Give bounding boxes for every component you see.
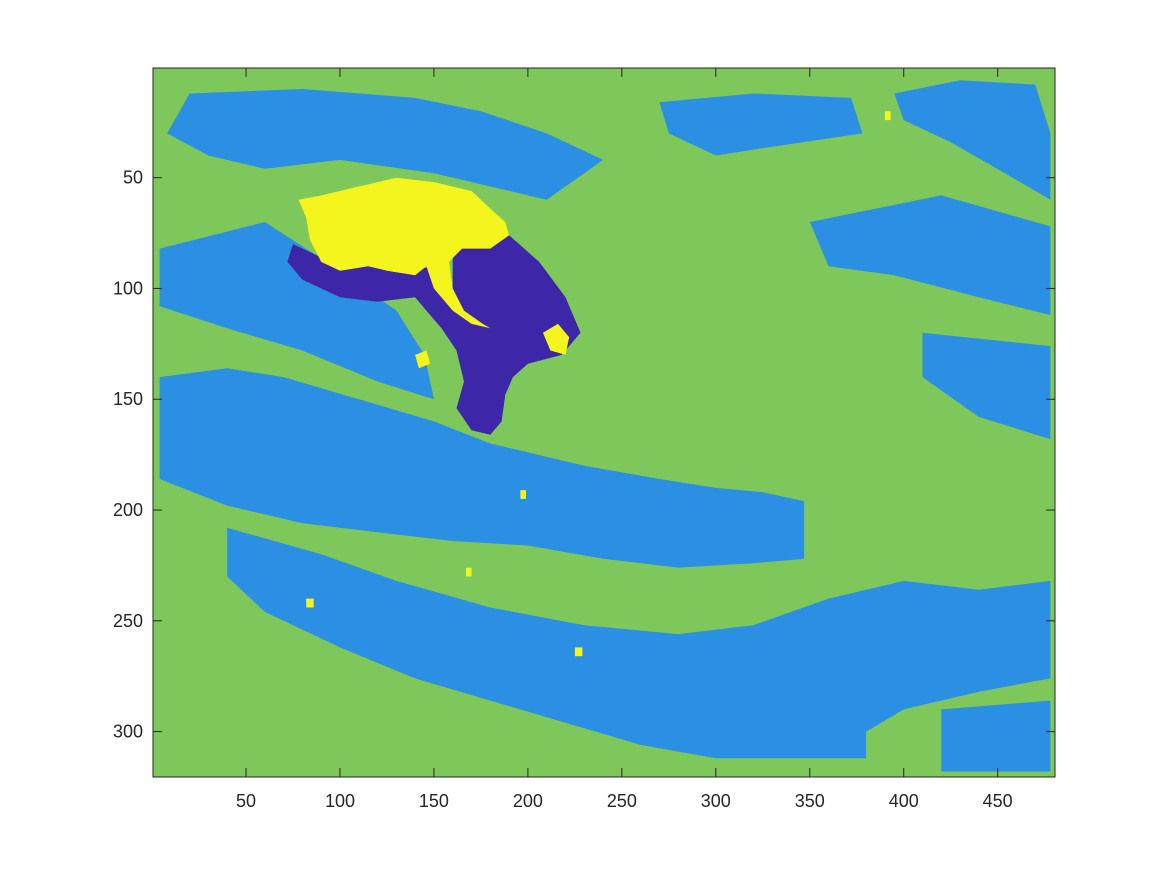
x-tick-label-50: 50 bbox=[236, 791, 256, 811]
y-tick-label-250: 250 bbox=[113, 611, 143, 631]
y-tick-label-300: 300 bbox=[113, 722, 143, 742]
region-class-2-2 bbox=[894, 80, 1051, 200]
x-tick-label-400: 400 bbox=[889, 791, 919, 811]
x-tick-label-450: 450 bbox=[983, 791, 1013, 811]
region-class-2-3 bbox=[809, 195, 1051, 315]
region-class-4-13 bbox=[520, 490, 526, 499]
y-tick-label-200: 200 bbox=[113, 500, 143, 520]
x-tick-label-250: 250 bbox=[607, 791, 637, 811]
region-class-4-10 bbox=[298, 177, 510, 329]
y-tick-label-100: 100 bbox=[113, 278, 143, 298]
plot-area bbox=[152, 67, 1056, 778]
x-tick-label-100: 100 bbox=[325, 791, 355, 811]
region-class-2-4 bbox=[922, 332, 1051, 440]
x-tick-label-350: 350 bbox=[795, 791, 825, 811]
plot-border bbox=[152, 67, 1056, 778]
region-class-4-17 bbox=[306, 598, 314, 608]
region-class-2-0 bbox=[167, 89, 604, 200]
region-class-2-6 bbox=[159, 368, 805, 568]
region-class-2-8 bbox=[941, 700, 1051, 772]
region-class-1-9 bbox=[287, 235, 581, 435]
y-tick-label-50: 50 bbox=[123, 168, 143, 188]
x-axis: 50 100 150 200 250 300 350 400 450 bbox=[236, 68, 1013, 811]
region-class-2-7 bbox=[227, 527, 1051, 759]
y-tick-label-150: 150 bbox=[113, 389, 143, 409]
region-class-4-14 bbox=[465, 567, 472, 577]
region-class-2-1 bbox=[659, 93, 863, 156]
region-class-4-15 bbox=[574, 647, 583, 657]
x-tick-label-200: 200 bbox=[513, 791, 543, 811]
region-class-4-12 bbox=[415, 350, 431, 369]
x-tick-label-150: 150 bbox=[419, 791, 449, 811]
region-class-4-11 bbox=[542, 323, 570, 355]
heatmap-regions bbox=[159, 80, 1051, 772]
y-axis: 50 100 150 200 250 300 bbox=[113, 168, 1055, 742]
region-class-4-16 bbox=[884, 111, 891, 121]
region-class-2-5 bbox=[159, 222, 434, 400]
x-tick-label-300: 300 bbox=[701, 791, 731, 811]
